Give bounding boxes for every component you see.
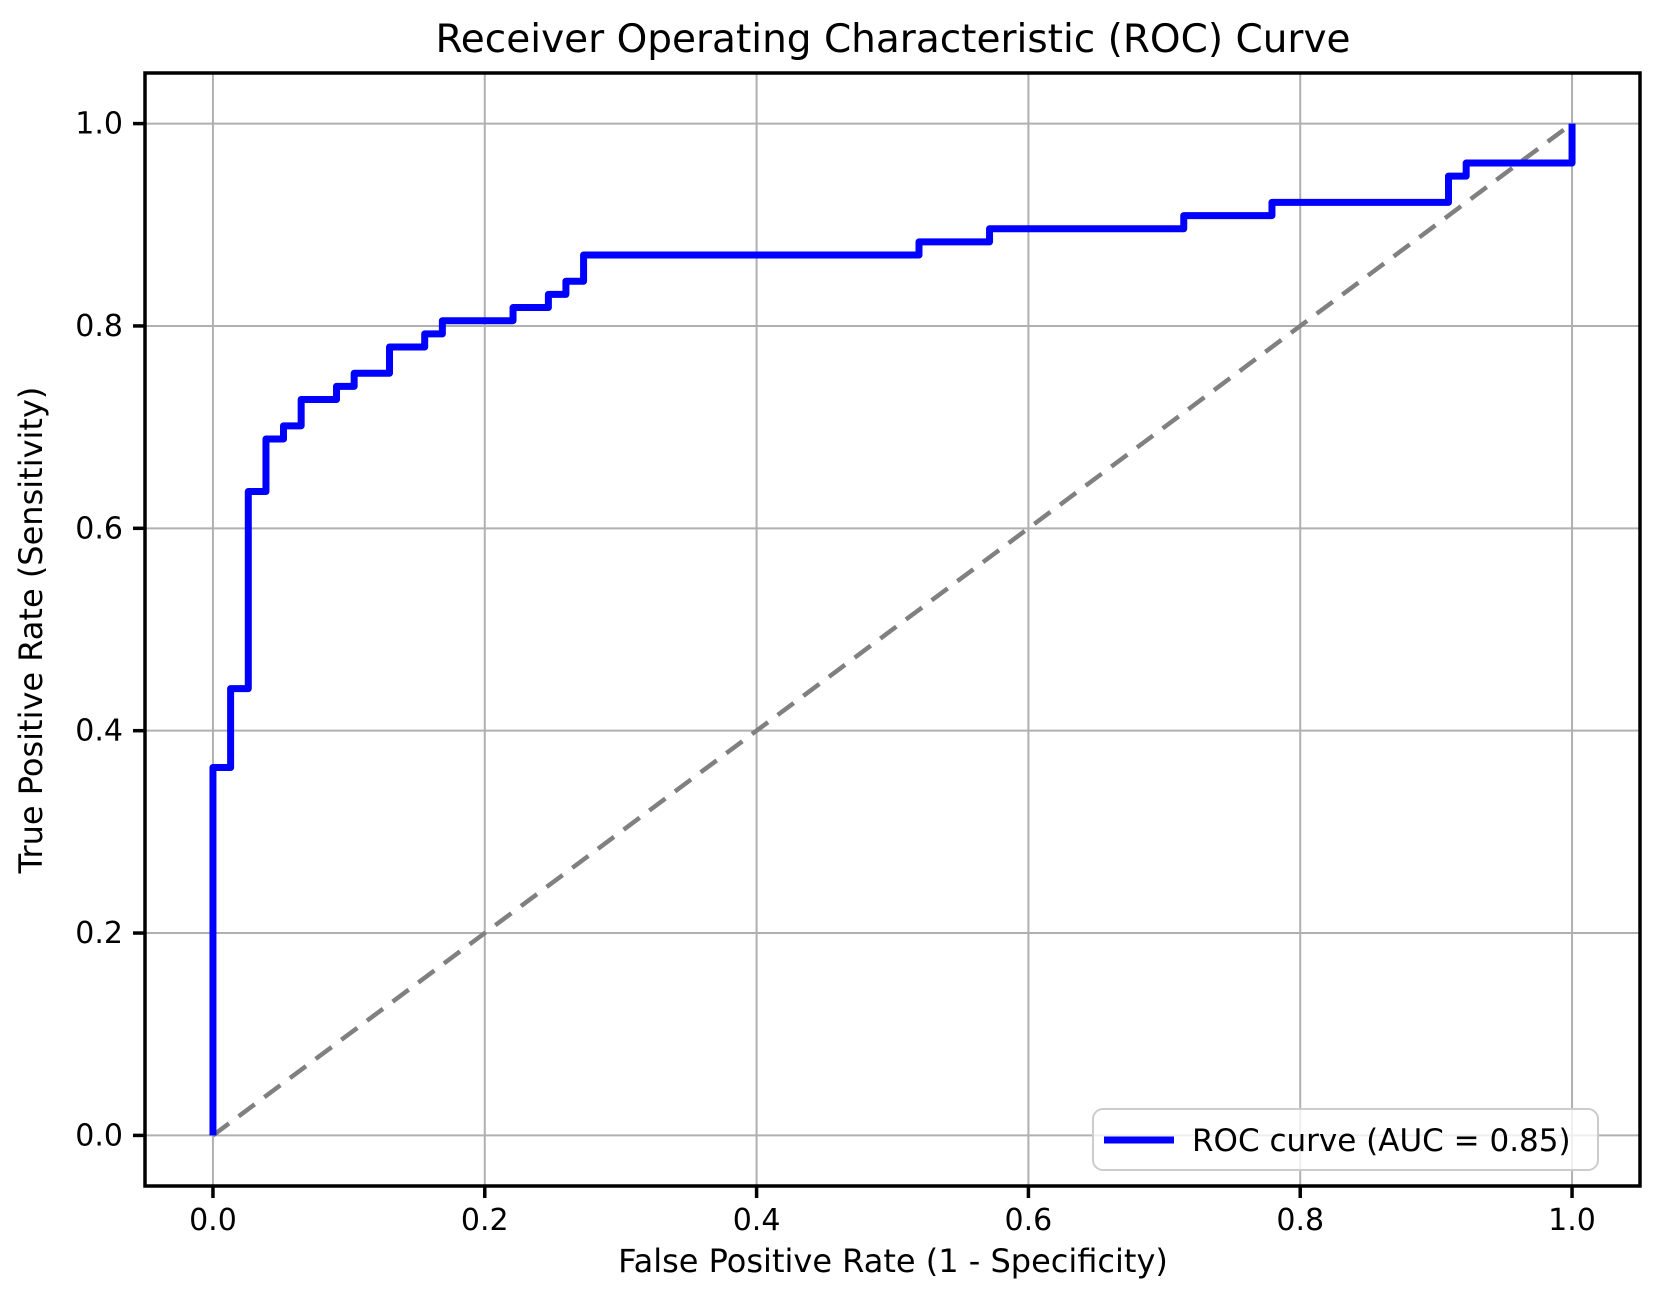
y-tick-label: 0.2 [75,916,123,951]
y-tick-label: 0.6 [75,511,123,546]
y-tick-label: 1.0 [75,107,123,142]
legend-label: ROC curve (AUC = 0.85) [1192,1123,1571,1159]
y-tick-label: 0.0 [75,1118,123,1153]
x-tick-label: 0.4 [733,1203,781,1238]
x-axis-label: False Positive Rate (1 - Specificity) [618,1242,1168,1280]
y-axis-label: True Positive Rate (Sensitivity) [12,387,50,875]
x-tick-label: 0.0 [189,1203,237,1238]
plot-border [143,71,1642,1188]
roc-curve-line [209,123,1576,1136]
legend: ROC curve (AUC = 0.85) [1092,1108,1599,1171]
x-tick-label: 0.8 [1276,1203,1324,1238]
x-tick-label: 1.0 [1548,1203,1596,1238]
chart-title: Receiver Operating Characteristic (ROC) … [435,17,1350,62]
legend-box [1092,1108,1599,1171]
x-axis-ticks: 0.0 0.2 0.4 0.6 0.8 1.0 [189,1186,1596,1238]
y-tick-label: 0.4 [75,714,123,749]
y-axis-ticks: 0.0 0.2 0.4 0.6 0.8 1.0 [75,107,145,1153]
x-tick-label: 0.2 [461,1203,509,1238]
chance-diagonal-line [211,121,1574,1138]
x-tick-label: 0.6 [1005,1203,1053,1238]
y-tick-label: 0.8 [75,309,123,344]
